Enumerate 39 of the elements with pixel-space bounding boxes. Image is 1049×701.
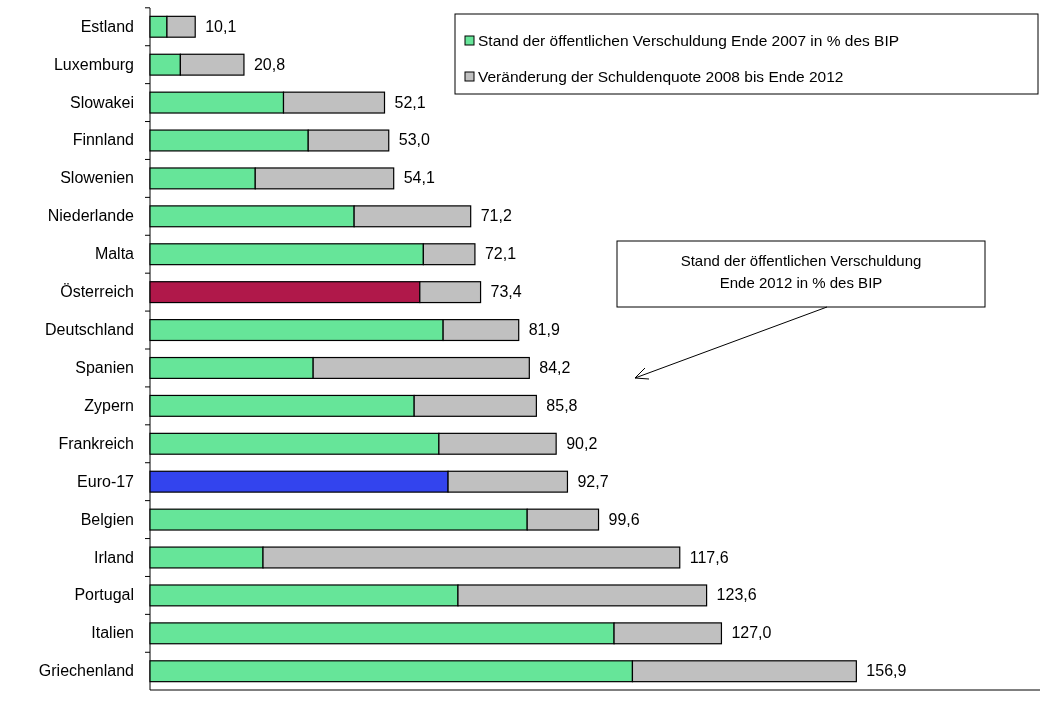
legend-label: Veränderung der Schuldenquote 2008 bis Ende 2012 [478, 68, 844, 85]
y-tick-label: Portugal [74, 586, 134, 604]
y-tick-label: Griechenland [38, 662, 134, 680]
y-tick-label: Euro-17 [77, 472, 135, 490]
y-tick-label: Frankreich [58, 434, 134, 452]
annotation: 72,1 [484, 245, 517, 263]
annotation: 52,1 [394, 93, 426, 111]
annotation: 99,6 [608, 510, 640, 528]
annotation: 73,4 [490, 283, 522, 301]
y-tick-label: Slowakei [69, 93, 134, 111]
y-tick-label: Deutschland [45, 321, 134, 339]
annotation: 117,6 [689, 548, 729, 566]
annotation: 54,1 [403, 169, 435, 187]
annotation: 20,8 [253, 55, 286, 73]
y-tick-label: Zypern [84, 396, 134, 414]
legend-label: Stand der öffentlichen Verschuldung Ende 2007 in % des BIP [478, 32, 900, 49]
y-tick-label: Italien [91, 624, 134, 642]
y-tick-label: Belgien [80, 510, 134, 528]
annotation: 84,2 [539, 358, 571, 376]
y-tick-label: Finnland [72, 131, 134, 149]
y-tick-label: Slowenien [60, 169, 134, 187]
annotation: 53,0 [398, 131, 430, 149]
y-tick-label: Irland [93, 548, 134, 566]
y-tick-label: Niederlande [47, 207, 135, 225]
annotation: 71,2 [480, 207, 512, 225]
y-tick-label: Österreich [60, 283, 134, 301]
annotation: 10,1 [205, 17, 237, 35]
annotation: Stand der öffentlichen Verschuldung Ende 2012 in % des BIP [680, 252, 922, 291]
annotation: 81,9 [528, 321, 560, 339]
annotation: 92,7 [577, 472, 609, 490]
annotation: 90,2 [566, 434, 598, 452]
y-tick-label: Spanien [75, 358, 134, 376]
annotation: 127,0 [731, 624, 772, 642]
annotation: 123,6 [716, 586, 757, 604]
y-tick-label: Malta [94, 245, 135, 263]
y-tick-label: Luxemburg [53, 55, 134, 73]
annotation: 156,9 [866, 662, 907, 680]
annotation: 85,8 [546, 396, 578, 414]
y-tick-label: Estland [80, 17, 134, 35]
